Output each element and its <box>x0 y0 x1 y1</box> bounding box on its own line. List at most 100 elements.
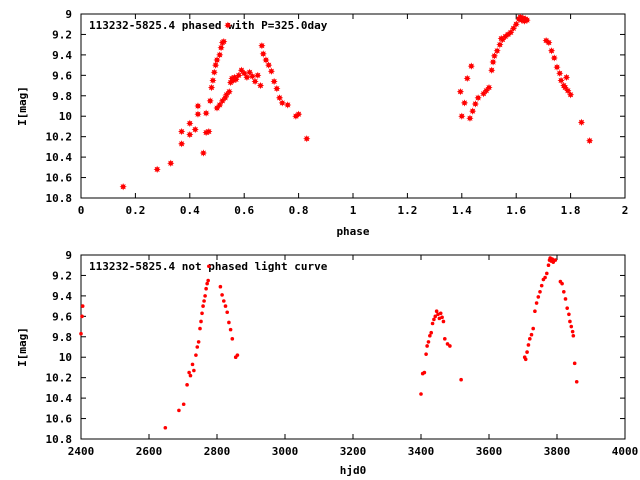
data-point <box>560 281 564 286</box>
x-tick-label: 4000 <box>612 445 639 458</box>
data-point <box>206 97 214 105</box>
x-tick-label: 2600 <box>136 445 163 458</box>
data-point <box>556 69 564 77</box>
data-point <box>557 76 565 85</box>
data-point <box>426 340 431 344</box>
y-tick-label: 10.8 <box>46 433 73 446</box>
data-point <box>194 110 202 118</box>
data-point <box>218 284 223 289</box>
data-point <box>489 58 497 66</box>
data-point <box>433 314 438 319</box>
data-point <box>547 47 556 55</box>
data-point <box>203 294 207 298</box>
data-point <box>525 350 529 354</box>
plot-frame <box>80 254 626 440</box>
data-point <box>577 118 586 126</box>
data-point <box>224 21 232 29</box>
data-point <box>273 85 281 93</box>
y-tick-label: 10.2 <box>46 131 73 144</box>
data-point <box>198 326 202 331</box>
data-point <box>202 109 210 117</box>
data-point <box>225 88 233 96</box>
y-tick-label: 9.6 <box>52 310 72 323</box>
data-point <box>209 76 217 85</box>
data-point <box>507 28 515 36</box>
data-point <box>232 75 240 84</box>
data-point <box>278 99 286 107</box>
data-point <box>438 311 443 316</box>
data-point <box>574 379 579 384</box>
y-tick-label: 9.8 <box>52 331 72 344</box>
data-point <box>536 295 541 299</box>
data-point <box>531 326 535 331</box>
data-point <box>220 293 224 297</box>
data-point <box>419 392 423 396</box>
y-tick-label: 9.6 <box>52 69 72 82</box>
data-point <box>199 319 203 324</box>
data-point <box>562 290 566 294</box>
data-point <box>194 353 198 357</box>
data-point <box>217 44 225 52</box>
data-point <box>546 263 551 268</box>
data-point <box>196 340 201 344</box>
x-tick-label: 3000 <box>272 445 299 458</box>
y-tick-label: 9.8 <box>52 90 72 103</box>
data-point <box>222 299 226 303</box>
data-point <box>422 370 427 375</box>
data-point <box>463 74 471 82</box>
data-point <box>471 100 479 108</box>
y-tick-label: 10.6 <box>46 413 73 426</box>
data-point <box>533 309 537 314</box>
data-point <box>192 368 196 373</box>
data-point <box>228 327 233 332</box>
x-axis-label: hjd0 <box>340 464 367 477</box>
data-point <box>564 87 572 95</box>
y-tick-label: 9 <box>65 8 72 21</box>
data-point <box>199 149 207 157</box>
data-point <box>235 353 240 357</box>
data-point <box>460 99 469 107</box>
x-tick-label: 3800 <box>544 445 571 458</box>
data-point <box>543 275 547 280</box>
y-tick-label: 10.4 <box>46 151 73 164</box>
data-point <box>190 362 195 367</box>
x-tick-label: 3200 <box>340 445 367 458</box>
data-point <box>432 317 436 322</box>
y-tick-label: 10 <box>59 110 72 123</box>
data-point <box>562 73 571 81</box>
x-tick-label: 2400 <box>68 445 95 458</box>
data-point <box>485 84 493 92</box>
data-point <box>440 315 444 320</box>
data-point <box>430 321 435 326</box>
data-point <box>565 306 569 310</box>
data-point <box>200 311 204 316</box>
data-point <box>545 39 553 47</box>
chart-title: 113232-5825.4 phased with P=325.0day <box>89 19 328 32</box>
data-point <box>246 68 254 76</box>
data-point <box>195 345 200 349</box>
data-point <box>227 320 231 325</box>
x-tick-label: 1.2 <box>397 204 417 217</box>
data-point <box>458 112 466 120</box>
plot-frame <box>80 13 626 199</box>
data-point <box>201 304 205 308</box>
y-tick-label: 10.6 <box>46 172 73 185</box>
data-point <box>569 324 574 329</box>
data-point <box>167 159 175 167</box>
y-tick-label: 9.4 <box>52 290 72 303</box>
x-tick-label: 0 <box>78 204 85 217</box>
data-point <box>163 425 168 430</box>
data-point <box>434 309 439 314</box>
data-point <box>563 297 568 301</box>
data-point <box>265 61 273 69</box>
data-point <box>178 127 186 136</box>
y-tick-label: 10.8 <box>46 192 73 205</box>
data-point <box>567 91 575 99</box>
x-tick-label: 1.8 <box>561 204 581 217</box>
data-point <box>216 51 224 59</box>
x-tick-label: 3400 <box>408 445 435 458</box>
data-point <box>523 357 528 362</box>
data-point <box>534 301 539 305</box>
series-2 <box>456 13 594 145</box>
